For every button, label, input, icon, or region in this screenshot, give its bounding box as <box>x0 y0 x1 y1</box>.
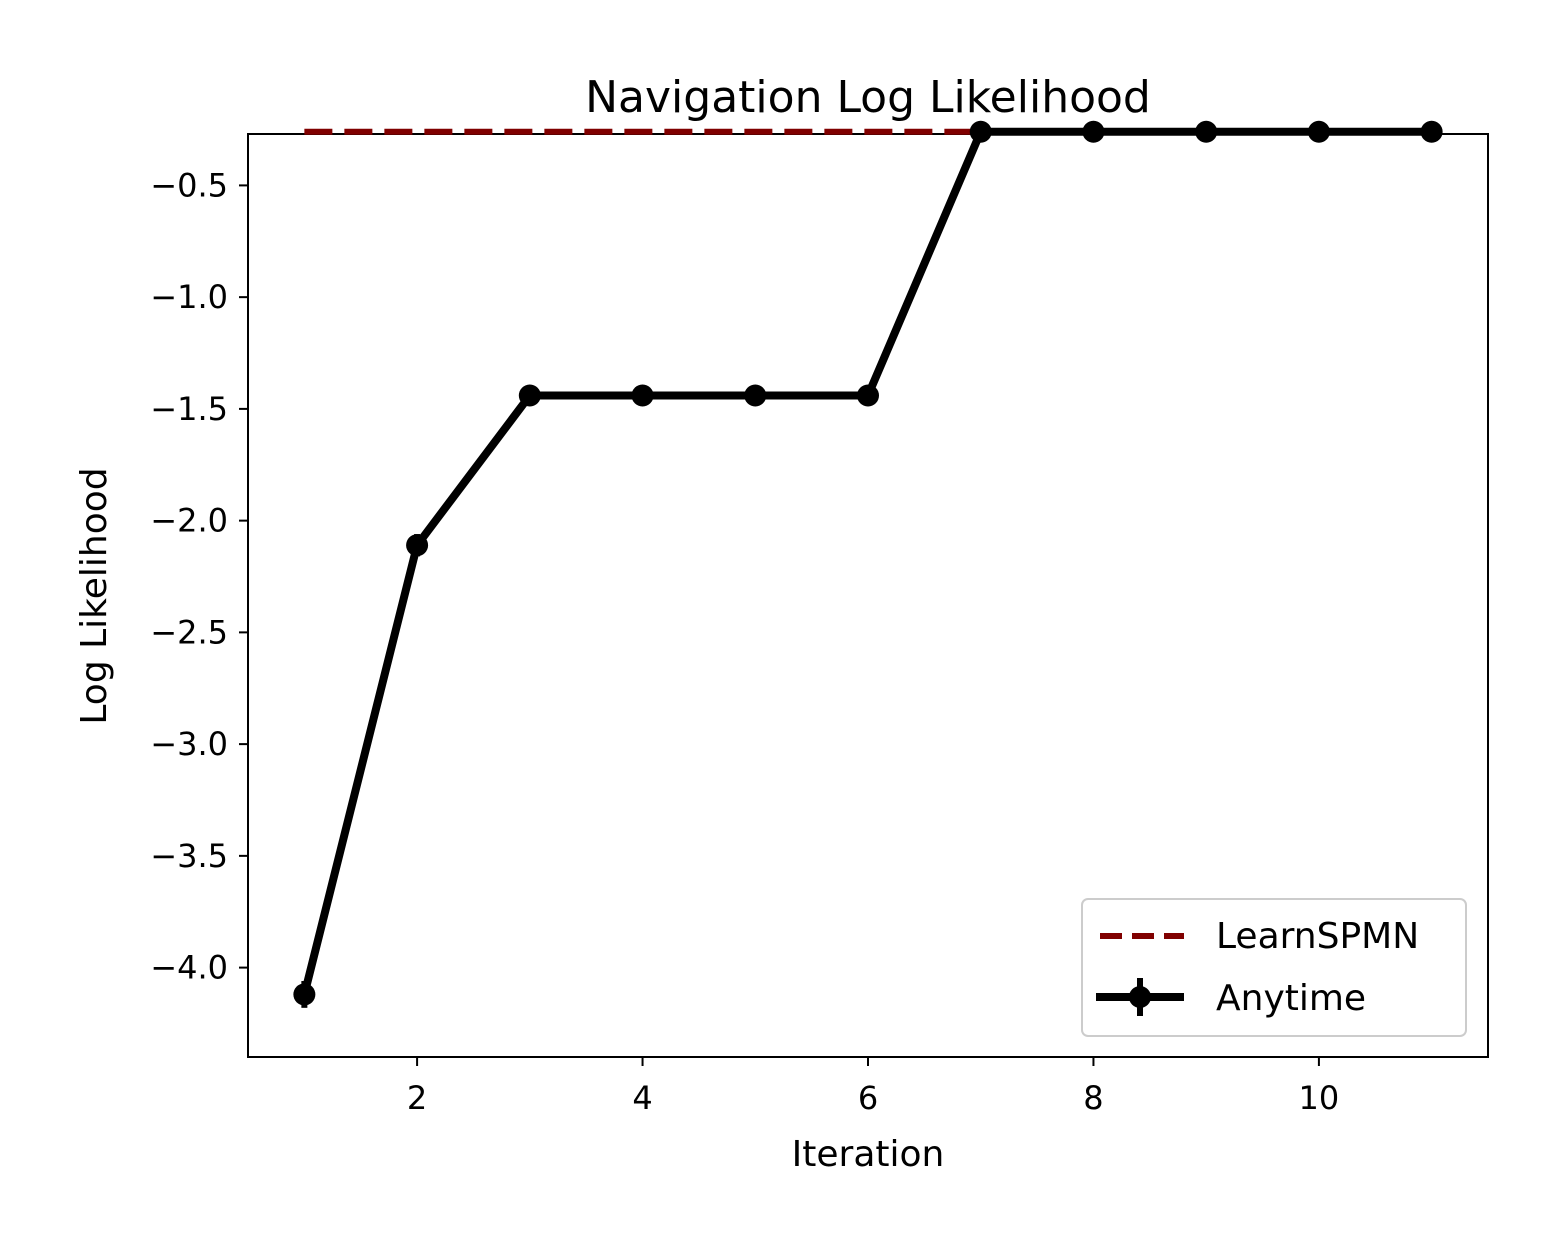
y-tick-label: −4.0 <box>150 949 228 987</box>
anytime-point <box>1307 120 1330 143</box>
anytime-point <box>969 120 992 143</box>
legend-anytime-marker <box>1129 986 1151 1008</box>
anytime-point <box>1082 120 1105 143</box>
anytime-point <box>406 534 429 557</box>
anytime-point <box>631 384 654 407</box>
y-tick-label: −2.0 <box>150 502 228 540</box>
y-tick-label: −3.5 <box>150 837 228 875</box>
x-tick-label: 8 <box>1083 1079 1103 1117</box>
x-tick-label: 6 <box>858 1079 878 1117</box>
legend-anytime-label: Anytime <box>1216 978 1366 1019</box>
y-axis-title: Log Likelihood <box>74 467 115 724</box>
y-tick-label: −1.0 <box>150 278 228 316</box>
x-tick-label: 10 <box>1299 1079 1340 1117</box>
x-tick-label: 4 <box>632 1079 652 1117</box>
anytime-point <box>293 983 316 1006</box>
anytime-point <box>518 384 541 407</box>
x-tick-label: 2 <box>407 1079 427 1117</box>
anytime-point <box>1420 120 1443 143</box>
x-axis-title: Iteration <box>792 1134 945 1175</box>
chart-title: Navigation Log Likelihood <box>585 72 1151 123</box>
legend: LearnSPMN Anytime <box>1081 898 1467 1037</box>
y-tick-label: −2.5 <box>150 613 228 651</box>
y-tick-label: −3.0 <box>150 725 228 763</box>
y-tick-label: −0.5 <box>150 166 228 204</box>
anytime-point <box>744 384 767 407</box>
y-tick-label: −1.5 <box>150 390 228 428</box>
anytime-point <box>857 384 879 407</box>
anytime-point <box>1195 120 1218 143</box>
y-axis-ticks: −4.0 −3.5 −3.0 −2.5 −2.0 −1.5 −1.0 −0.5 <box>150 166 248 987</box>
series-layer <box>293 120 1443 1008</box>
x-axis-ticks: 2 4 6 8 10 <box>407 1057 1339 1117</box>
legend-learnspmn-label: LearnSPMN <box>1216 916 1419 957</box>
